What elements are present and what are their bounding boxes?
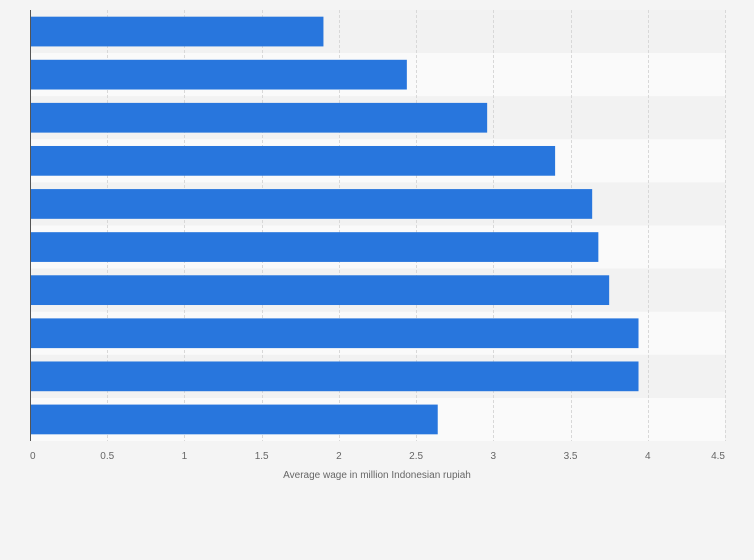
x-tick-label: 2 (336, 451, 342, 462)
x-tick-label: 0 (30, 451, 36, 462)
x-tick-label: 3 (491, 451, 497, 462)
bar (30, 361, 639, 392)
x-tick-label: 4 (645, 451, 651, 462)
bar (30, 275, 610, 306)
x-tick-label: 3.5 (564, 451, 578, 462)
x-tick-labels: 0 0.5 1 1.5 2 2.5 3 3.5 4 4.5 (30, 451, 725, 462)
bar (30, 102, 488, 133)
x-tick-label: 0.5 (100, 451, 114, 462)
x-tick-label: 2.5 (409, 451, 423, 462)
bar (30, 59, 407, 90)
bar (30, 404, 438, 435)
bar (30, 145, 556, 176)
x-tick-label: 4.5 (711, 451, 725, 462)
bar (30, 189, 593, 219)
x-tick-label: 1.5 (255, 451, 269, 462)
bar (30, 16, 324, 47)
bar (30, 318, 639, 349)
bar (30, 232, 599, 262)
bars (30, 16, 639, 435)
x-axis-title: Average wage in million Indonesian rupia… (283, 470, 471, 481)
x-tick-label: 1 (182, 451, 188, 462)
